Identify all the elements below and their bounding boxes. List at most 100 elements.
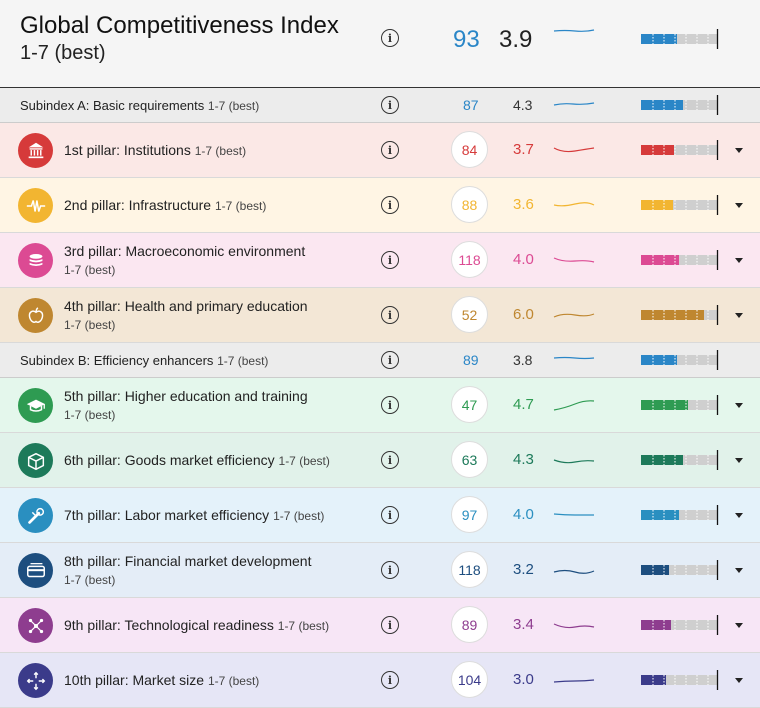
pillar-label: 2nd pillar: Infrastructure 1-7 (best) xyxy=(64,196,266,215)
pillar-score: 4.0 xyxy=(513,251,534,268)
subindex-row[interactable]: Subindex B: Efficiency enhancers 1-7 (be… xyxy=(0,343,760,378)
pillar-score-bar xyxy=(641,560,719,580)
pillar-score: 4.3 xyxy=(513,451,534,468)
chevron-down-icon[interactable] xyxy=(735,623,743,628)
chevron-down-icon[interactable] xyxy=(735,258,743,263)
info-icon[interactable]: i xyxy=(381,251,399,269)
pillar-row[interactable]: 1st pillar: Institutions 1-7 (best) i 84 3.… xyxy=(0,123,760,178)
pillar-score-bar xyxy=(641,140,719,160)
institutions-icon xyxy=(18,133,53,168)
pillar-unit: 1-7 (best) xyxy=(194,144,247,158)
pillar-rank: 88 xyxy=(451,186,488,223)
page-title: Global Competitiveness Index xyxy=(20,12,339,39)
pillar-row[interactable]: 3rd pillar: Macroeconomic environment 1-7… xyxy=(0,233,760,288)
pillar-title: 10th pillar: Market size xyxy=(64,672,205,688)
subindex-label: Subindex B: Efficiency enhancers 1-7 (be… xyxy=(20,352,268,370)
pillar-trend-sparkline xyxy=(553,313,595,318)
pillar-score-bar xyxy=(641,395,719,415)
pillar-title: 8th pillar: Financial market development xyxy=(64,553,312,569)
pillar-row[interactable]: 4th pillar: Health and primary education… xyxy=(0,288,760,343)
chevron-down-icon[interactable] xyxy=(735,513,743,518)
pillar-row[interactable]: 2nd pillar: Infrastructure 1-7 (best) i 88… xyxy=(0,178,760,233)
pillar-label: 1st pillar: Institutions 1-7 (best) xyxy=(64,141,246,160)
pillar-title: 1st pillar: Institutions xyxy=(64,142,191,158)
pillar-rank: 47 xyxy=(451,386,488,423)
pillar-unit: 1-7 (best) xyxy=(64,573,116,587)
pillar-score: 3.2 xyxy=(513,561,534,578)
pillar-title: 6th pillar: Goods market efficiency xyxy=(64,452,275,468)
chevron-down-icon[interactable] xyxy=(735,203,743,208)
info-icon[interactable]: i xyxy=(381,561,399,579)
infrastructure-icon xyxy=(18,188,53,223)
pillar-trend-sparkline xyxy=(553,202,595,207)
info-icon[interactable]: i xyxy=(381,451,399,469)
pillar-unit: 1-7 (best) xyxy=(277,619,330,633)
pillar-title: 9th pillar: Technological readiness xyxy=(64,617,274,633)
goods-market-icon xyxy=(18,443,53,478)
pillar-row[interactable]: 9th pillar: Technological readiness 1-7 … xyxy=(0,598,760,653)
market-size-icon xyxy=(18,663,53,698)
pillar-row[interactable]: 5th pillar: Higher education and trainin… xyxy=(0,378,760,433)
pillar-score-bar xyxy=(641,615,719,635)
pillar-rank: 118 xyxy=(451,551,488,588)
info-icon[interactable]: i xyxy=(381,351,399,369)
pillar-score-bar xyxy=(641,250,719,270)
pillar-row[interactable]: 10th pillar: Market size 1-7 (best) i 104 3… xyxy=(0,653,760,708)
pillar-unit: 1-7 (best) xyxy=(214,199,267,213)
subindex-label: Subindex A: Basic requirements 1-7 (best… xyxy=(20,97,259,115)
pillar-rank: 52 xyxy=(451,296,488,333)
pillar-row[interactable]: 8th pillar: Financial market development… xyxy=(0,543,760,598)
info-icon[interactable]: i xyxy=(381,306,399,324)
page-subtitle: 1-7 (best) xyxy=(20,42,106,64)
subindex-rank: 87 xyxy=(463,97,479,113)
chevron-down-icon[interactable] xyxy=(735,313,743,318)
chevron-down-icon[interactable] xyxy=(735,403,743,408)
subindex-rank: 89 xyxy=(463,352,479,368)
pillar-unit: 1-7 (best) xyxy=(273,509,325,523)
gci-score: 3.9 xyxy=(499,26,533,53)
pillar-label: 9th pillar: Technological readiness 1-7 … xyxy=(64,616,329,635)
chevron-down-icon[interactable] xyxy=(735,568,743,573)
pillar-title: 2nd pillar: Infrastructure xyxy=(64,197,212,213)
pillar-score: 3.0 xyxy=(513,671,534,688)
pillar-row[interactable]: 6th pillar: Goods market efficiency 1-7 … xyxy=(0,433,760,488)
pillar-label: 5th pillar: Higher education and trainin… xyxy=(64,387,308,424)
pillar-row[interactable]: 7th pillar: Labor market efficiency 1-7 … xyxy=(0,488,760,543)
info-icon[interactable]: i xyxy=(381,671,399,689)
pillar-label: 3rd pillar: Macroeconomic environment 1-7… xyxy=(64,242,305,279)
pillar-score: 3.7 xyxy=(513,141,534,158)
pillar-rank: 104 xyxy=(451,661,488,698)
gci-rank: 93 xyxy=(453,26,480,53)
pillar-trend-sparkline xyxy=(553,513,594,516)
pillar-trend-sparkline xyxy=(553,679,595,683)
education-icon xyxy=(18,388,53,423)
info-icon[interactable]: i xyxy=(381,29,399,47)
pillar-unit: 1-7 (best) xyxy=(207,674,260,688)
info-icon[interactable]: i xyxy=(381,96,399,114)
pillar-title: 7th pillar: Labor market efficiency xyxy=(64,507,270,523)
subindex-row[interactable]: Subindex A: Basic requirements 1-7 (best… xyxy=(0,88,760,123)
pillar-title: 4th pillar: Health and primary education xyxy=(64,298,308,314)
pillar-unit: 1-7 (best) xyxy=(64,263,116,277)
pillar-rank: 84 xyxy=(451,131,488,168)
subindex-title: Subindex A: Basic requirements xyxy=(20,98,205,113)
info-icon[interactable]: i xyxy=(381,396,399,414)
pillar-trend-sparkline xyxy=(553,569,595,574)
info-icon[interactable]: i xyxy=(381,616,399,634)
pillar-unit: 1-7 (best) xyxy=(278,454,330,468)
chevron-down-icon[interactable] xyxy=(735,148,743,153)
info-icon[interactable]: i xyxy=(381,196,399,214)
chevron-down-icon[interactable] xyxy=(735,458,743,463)
info-icon[interactable]: i xyxy=(381,506,399,524)
pillar-score-bar xyxy=(641,195,719,215)
subindex-title: Subindex B: Efficiency enhancers xyxy=(20,353,214,368)
pillar-trend-sparkline xyxy=(553,400,595,411)
subindex-score-bar xyxy=(641,95,719,115)
subindex-score: 3.8 xyxy=(513,352,533,368)
info-icon[interactable]: i xyxy=(381,141,399,159)
pillar-rank: 63 xyxy=(451,441,488,478)
chevron-down-icon[interactable] xyxy=(735,678,743,683)
pillar-label: 4th pillar: Health and primary education… xyxy=(64,297,308,334)
pillar-score-bar xyxy=(641,305,719,325)
subindex-score-bar xyxy=(641,350,719,370)
